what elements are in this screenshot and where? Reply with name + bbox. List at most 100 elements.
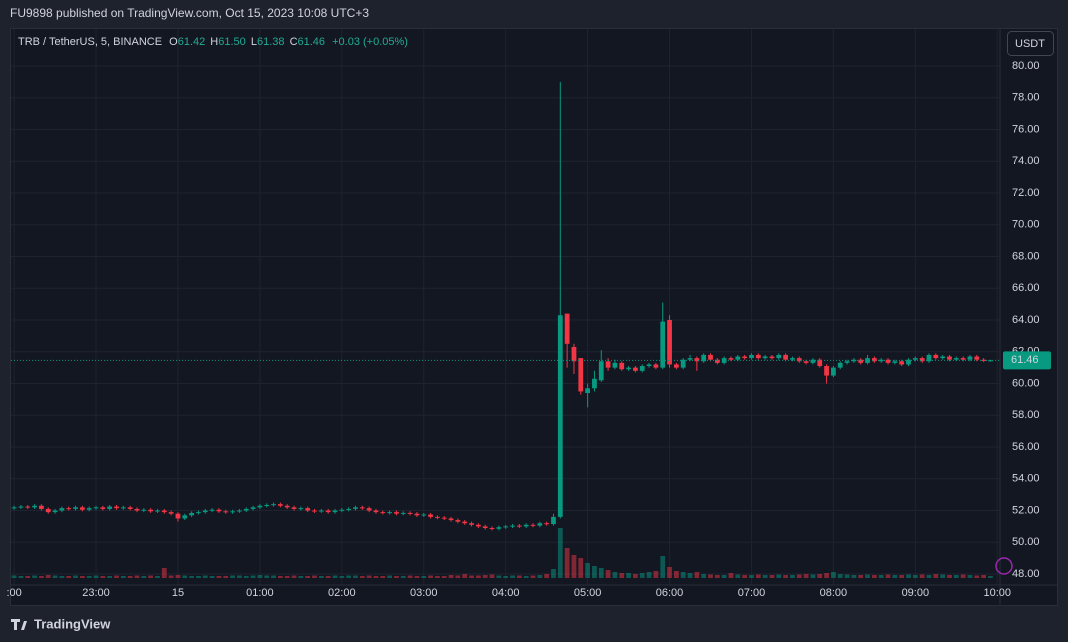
brand-logo: TradingView xyxy=(11,616,111,631)
event-icon[interactable] xyxy=(995,557,1013,575)
volume-bar xyxy=(264,575,270,578)
candle-body xyxy=(373,510,379,513)
y-tick-label: 60.00 xyxy=(1012,377,1040,389)
currency-button[interactable] xyxy=(1007,31,1054,56)
volume-bar xyxy=(960,574,966,578)
volume-bar xyxy=(380,576,386,578)
volume-bar xyxy=(646,572,652,578)
candle-body xyxy=(189,512,195,516)
legend-value: 61.46 xyxy=(298,36,326,48)
candle-body xyxy=(885,359,891,363)
volume-bar xyxy=(496,575,502,578)
x-tick-label: 09:00 xyxy=(902,587,930,599)
y-tick-label: 52.00 xyxy=(1012,504,1040,516)
candle-body xyxy=(25,506,31,508)
volume-bar xyxy=(271,575,276,578)
volume-bar xyxy=(469,575,474,578)
volume-bar xyxy=(749,575,754,578)
volume-bar xyxy=(230,575,235,578)
candle-body xyxy=(551,516,556,525)
candle-body xyxy=(749,354,754,359)
x-tick-label: 01:00 xyxy=(246,587,274,599)
volume-bar xyxy=(824,573,829,578)
volume-bar xyxy=(783,575,789,578)
candle-body xyxy=(168,512,174,514)
volume-bar xyxy=(694,572,700,578)
candle-body xyxy=(496,527,502,529)
volume-bar xyxy=(619,573,625,578)
y-tick-label: 78.00 xyxy=(1012,92,1040,104)
candle-body xyxy=(605,361,611,368)
candle-body xyxy=(366,508,372,511)
volume-bar xyxy=(742,575,748,578)
volume-bar xyxy=(93,575,99,578)
candle-body xyxy=(59,508,65,511)
x-tick-label: 10:00 xyxy=(984,587,1012,599)
candle-body xyxy=(407,512,413,514)
candle-body xyxy=(32,505,37,508)
legend-letter: H xyxy=(210,36,218,48)
candle-body xyxy=(598,361,604,381)
volume-bar xyxy=(667,567,672,578)
y-tick-label: 80.00 xyxy=(1012,60,1040,72)
volume-bar xyxy=(407,575,413,578)
candle-body xyxy=(489,527,495,529)
candle-body xyxy=(796,358,802,362)
volume-bar xyxy=(537,575,543,578)
candle-body xyxy=(967,356,973,360)
volume-bar xyxy=(796,574,802,578)
candle-body xyxy=(960,358,966,360)
candle-body xyxy=(11,507,17,509)
x-tick-label: 06:00 xyxy=(656,587,684,599)
volume-bar xyxy=(626,573,631,578)
volume-bar xyxy=(708,574,713,578)
candle-body xyxy=(619,362,625,370)
logo-icon xyxy=(11,619,27,630)
candle-body xyxy=(230,511,235,513)
candle-body xyxy=(332,510,338,513)
y-tick-label: 58.00 xyxy=(1012,409,1040,421)
volume-bar xyxy=(612,572,618,578)
candle-body xyxy=(353,507,358,509)
volume-bar xyxy=(912,575,918,578)
volume-bar xyxy=(86,576,92,578)
y-tick-label: 70.00 xyxy=(1012,219,1040,231)
volume-bar xyxy=(359,576,365,578)
candle-body xyxy=(359,507,365,509)
y-tick-label: 68.00 xyxy=(1012,250,1040,262)
y-tick-label: 72.00 xyxy=(1012,187,1040,199)
candle-body xyxy=(79,507,85,510)
volume-bar xyxy=(373,576,379,578)
candle-body xyxy=(817,359,823,367)
candle-body xyxy=(646,364,652,367)
volume-bar xyxy=(790,575,795,578)
volume-bar xyxy=(837,574,843,578)
y-tick-label: 76.00 xyxy=(1012,123,1040,135)
volume-bar xyxy=(578,558,584,578)
volume-bar xyxy=(25,576,31,578)
candle-body xyxy=(175,513,181,519)
volume-bar xyxy=(871,575,877,578)
volume-bar xyxy=(223,576,229,578)
volume-bar xyxy=(673,571,679,578)
volume-bar xyxy=(680,572,686,578)
candle-body xyxy=(926,354,932,362)
candle-body xyxy=(462,521,468,524)
candle-body xyxy=(482,526,488,528)
candle-body xyxy=(291,507,297,509)
volume-bar xyxy=(660,556,666,578)
candle-body xyxy=(988,360,993,362)
candle-body xyxy=(892,361,898,363)
candle-body xyxy=(585,388,591,394)
volume-bar xyxy=(441,576,447,578)
volume-bar xyxy=(189,576,195,578)
candle-body xyxy=(953,358,959,360)
candle-body xyxy=(394,512,399,514)
brand-name: TradingView xyxy=(34,616,111,631)
volume-bar xyxy=(933,574,939,578)
legend-value: 61.50 xyxy=(218,36,246,48)
volume-bar xyxy=(32,575,37,578)
volume-bar xyxy=(346,575,352,578)
volume-bar xyxy=(216,576,222,578)
candle-body xyxy=(667,320,672,365)
